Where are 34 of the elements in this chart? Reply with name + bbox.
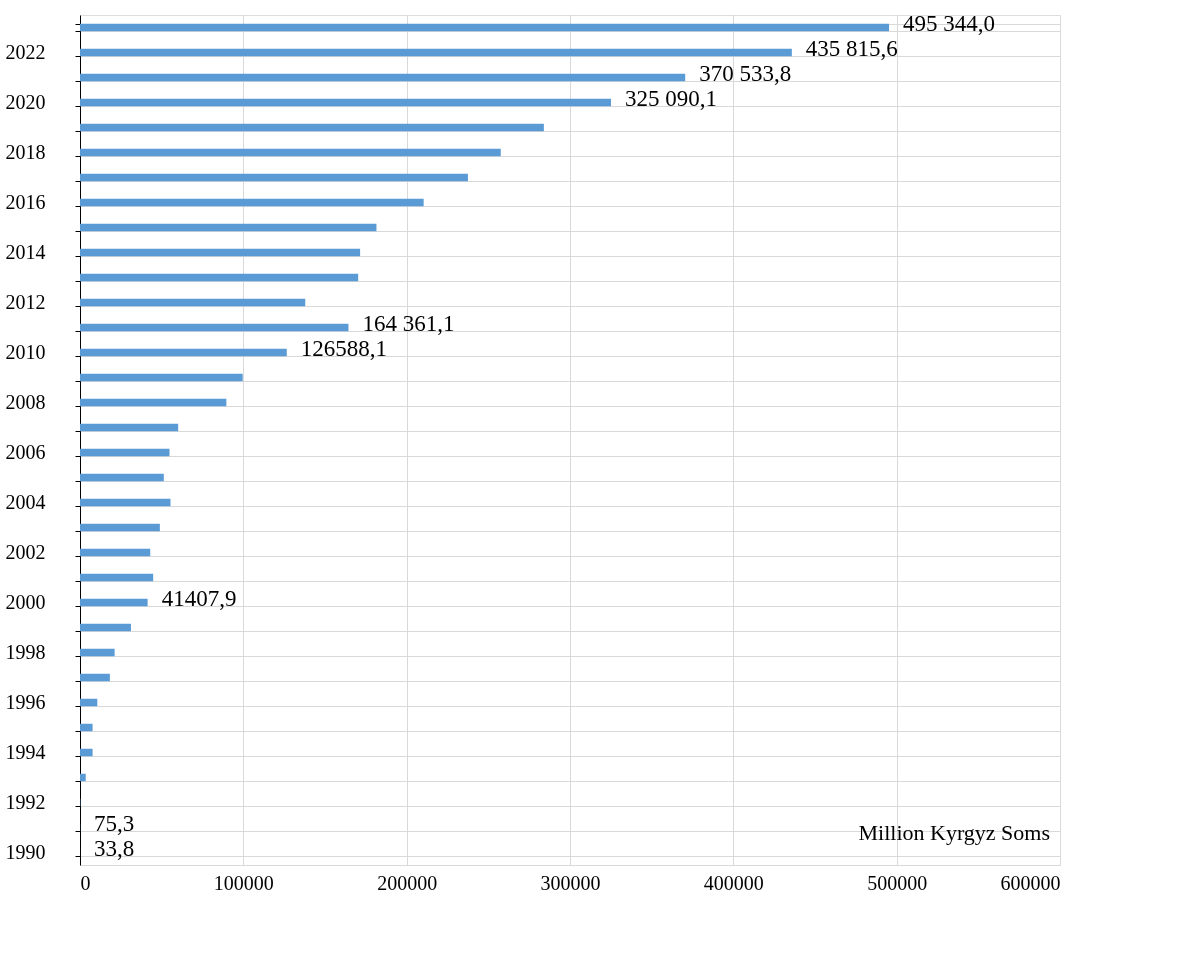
data-label: 41407,9: [161, 585, 237, 611]
x-tick-label: 100000: [213, 871, 274, 894]
y-tick-label: 2020: [5, 91, 46, 113]
x-tick-label: 0: [80, 871, 91, 894]
y-tick-label: 2008: [5, 391, 46, 413]
y-tick-label: 2014: [5, 241, 46, 263]
y-tick-label: 1990: [5, 841, 46, 863]
data-label: 75,3: [94, 810, 135, 836]
x-tick-label: 200000: [377, 871, 438, 894]
y-tick-label: 1996: [5, 691, 46, 713]
x-tick-label: 400000: [703, 871, 764, 894]
x-tick-label: 300000: [540, 871, 601, 894]
data-label: 435 815,6: [805, 35, 898, 61]
data-label: 495 344,0: [903, 10, 996, 36]
y-tick-label: 2006: [5, 441, 46, 463]
data-label: 126588,1: [300, 335, 388, 361]
x-tick-label: 600000: [1000, 871, 1061, 894]
x-tick-label: 500000: [867, 871, 928, 894]
y-tick-label: 2012: [5, 291, 46, 313]
y-tick-label: 2022: [5, 41, 46, 63]
data-label: 370 533,8: [699, 60, 792, 86]
data-label: 33,8: [94, 835, 135, 861]
y-tick-label: 2018: [5, 141, 46, 163]
y-tick-label: 1998: [5, 641, 46, 663]
data-label: 164 361,1: [362, 310, 455, 336]
y-tick-label: 2010: [5, 341, 46, 363]
data-label: 325 090,1: [624, 85, 717, 111]
x-axis-title: Million Kyrgyz Soms: [858, 820, 1050, 845]
y-tick-label: 2016: [5, 191, 46, 213]
y-tick-label: 1994: [5, 741, 46, 763]
y-tick-label: 2002: [5, 541, 46, 563]
y-tick-label: 2004: [5, 491, 46, 513]
y-tick-label: 1992: [5, 791, 46, 813]
y-tick-label: 2000: [5, 591, 46, 613]
